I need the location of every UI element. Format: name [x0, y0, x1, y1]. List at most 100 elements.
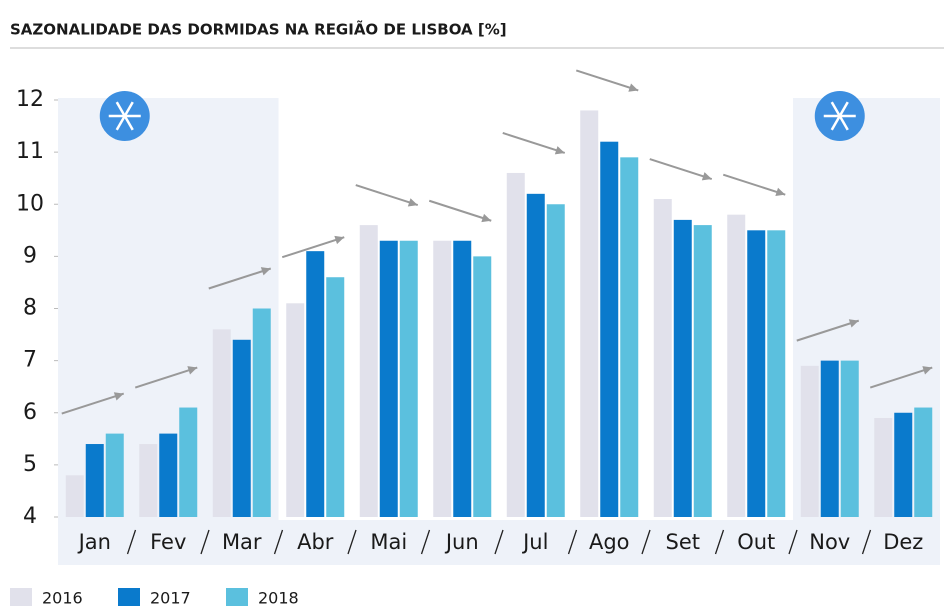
trend-arrow — [722, 173, 786, 196]
category-separator — [861, 529, 872, 555]
bar — [433, 240, 452, 518]
trend-arrow — [649, 158, 713, 180]
x-tick-label: Ago — [589, 530, 630, 554]
legend-label: 2017 — [150, 589, 191, 608]
trend-arrow — [502, 132, 566, 154]
bar — [306, 251, 325, 517]
trend-arrowhead — [554, 146, 565, 155]
trend-arrowhead — [922, 366, 933, 375]
bar — [85, 444, 104, 517]
bar — [580, 110, 599, 518]
bar — [600, 141, 619, 517]
bar — [506, 172, 525, 517]
y-tick-label: 4 — [23, 504, 37, 529]
trend-arrowhead — [848, 319, 859, 328]
trend-arrow — [208, 267, 272, 290]
category-separator — [714, 529, 725, 555]
bar — [874, 417, 893, 517]
x-tick-label: Abr — [297, 530, 334, 554]
bar — [800, 365, 819, 517]
trend-arrow — [134, 366, 198, 389]
bar — [673, 219, 692, 517]
bar — [252, 308, 271, 517]
x-tick-label: Jul — [521, 530, 548, 554]
trend-arrowhead — [481, 213, 492, 223]
legend-swatch — [10, 588, 32, 606]
bar — [820, 360, 839, 517]
bar — [326, 277, 345, 517]
trend-arrowhead — [334, 235, 345, 245]
bar — [179, 407, 198, 517]
bar — [526, 193, 545, 517]
x-tick-label: Jan — [77, 530, 111, 554]
trend-arrow — [428, 199, 492, 222]
trend-arrowhead — [113, 392, 124, 401]
trend-arrow — [869, 366, 933, 389]
y-tick-label: 8 — [23, 296, 37, 321]
trend-arrowhead — [775, 187, 786, 197]
y-tick-label: 12 — [16, 87, 44, 112]
category-separator — [788, 529, 798, 555]
snowflake-stroke — [115, 101, 134, 131]
category-separator — [347, 529, 357, 555]
category-separator — [273, 529, 284, 555]
bar — [473, 256, 492, 517]
y-tick-label: 6 — [23, 400, 37, 425]
y-tick-label: 9 — [23, 243, 37, 268]
bar — [727, 214, 746, 518]
bar — [159, 433, 178, 517]
trend-arrowhead — [628, 83, 639, 92]
y-tick-label: 11 — [16, 139, 44, 164]
bar — [693, 225, 712, 517]
trend-arrowhead — [407, 198, 418, 207]
legend-swatch — [226, 588, 248, 606]
category-separator — [494, 529, 504, 555]
category-separator — [200, 529, 210, 555]
bar — [105, 433, 124, 517]
x-tick-label: Jun — [444, 530, 479, 554]
trend-arrow — [61, 392, 125, 415]
category-separator — [641, 529, 651, 555]
trend-arrow — [575, 69, 639, 92]
trend-arrow — [796, 319, 860, 342]
legend-label: 2016 — [42, 589, 83, 608]
y-tick-label: 10 — [16, 191, 44, 216]
x-tick-label: Set — [666, 530, 700, 554]
y-tick-label: 5 — [23, 452, 37, 477]
bar — [546, 204, 565, 517]
bar — [453, 240, 472, 518]
x-tick-label: Fev — [150, 530, 186, 554]
bar — [286, 303, 305, 517]
x-tick-label: Mar — [222, 530, 262, 554]
bar — [212, 329, 231, 517]
bar — [620, 157, 639, 517]
bar — [379, 240, 398, 518]
bar — [840, 360, 859, 517]
bar — [653, 199, 672, 517]
bar — [359, 225, 378, 517]
x-tick-label: Mai — [370, 530, 407, 554]
chart-title: SAZONALIDADE DAS DORMIDAS NA REGIÃO DE L… — [10, 20, 507, 39]
x-tick-label: Dez — [883, 530, 923, 554]
trend-arrow — [355, 184, 419, 207]
trend-arrowhead — [260, 267, 271, 276]
category-separator — [420, 529, 431, 555]
snowflake-stroke — [830, 101, 849, 131]
category-separator — [567, 529, 578, 555]
trend-arrowhead — [187, 366, 198, 375]
bar — [232, 339, 251, 517]
trend-arrowhead — [701, 172, 712, 181]
bar — [894, 412, 913, 517]
bar — [65, 475, 84, 517]
bar — [747, 230, 766, 517]
bar — [767, 230, 786, 517]
y-tick-label: 7 — [23, 348, 37, 373]
bar — [399, 240, 418, 518]
x-tick-label: Nov — [809, 530, 850, 554]
legend-label: 2018 — [258, 589, 299, 608]
category-separator — [126, 529, 137, 555]
bar — [914, 407, 933, 517]
bar — [139, 444, 158, 517]
trend-arrow — [281, 236, 345, 259]
